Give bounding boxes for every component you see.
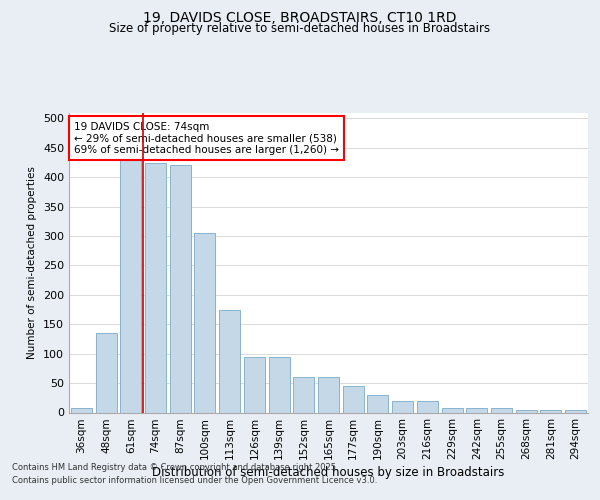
- Bar: [244, 356, 265, 412]
- Text: Contains HM Land Registry data © Crown copyright and database right 2025.: Contains HM Land Registry data © Crown c…: [12, 462, 338, 471]
- X-axis label: Distribution of semi-detached houses by size in Broadstairs: Distribution of semi-detached houses by …: [152, 466, 505, 479]
- Y-axis label: Number of semi-detached properties: Number of semi-detached properties: [28, 166, 37, 359]
- Bar: [466, 408, 487, 412]
- Bar: [293, 377, 314, 412]
- Bar: [194, 233, 215, 412]
- Text: 19 DAVIDS CLOSE: 74sqm
← 29% of semi-detached houses are smaller (538)
69% of se: 19 DAVIDS CLOSE: 74sqm ← 29% of semi-det…: [74, 122, 339, 154]
- Bar: [343, 386, 364, 412]
- Bar: [170, 166, 191, 412]
- Bar: [145, 162, 166, 412]
- Bar: [367, 395, 388, 412]
- Bar: [417, 400, 438, 412]
- Bar: [120, 160, 141, 412]
- Text: Contains public sector information licensed under the Open Government Licence v3: Contains public sector information licen…: [12, 476, 377, 485]
- Bar: [95, 333, 116, 412]
- Bar: [491, 408, 512, 412]
- Text: 19, DAVIDS CLOSE, BROADSTAIRS, CT10 1RD: 19, DAVIDS CLOSE, BROADSTAIRS, CT10 1RD: [143, 11, 457, 25]
- Bar: [516, 410, 537, 412]
- Text: Size of property relative to semi-detached houses in Broadstairs: Size of property relative to semi-detach…: [109, 22, 491, 35]
- Bar: [318, 377, 339, 412]
- Bar: [71, 408, 92, 412]
- Bar: [565, 410, 586, 412]
- Bar: [219, 310, 240, 412]
- Bar: [269, 356, 290, 412]
- Bar: [442, 408, 463, 412]
- Bar: [392, 400, 413, 412]
- Bar: [541, 410, 562, 412]
